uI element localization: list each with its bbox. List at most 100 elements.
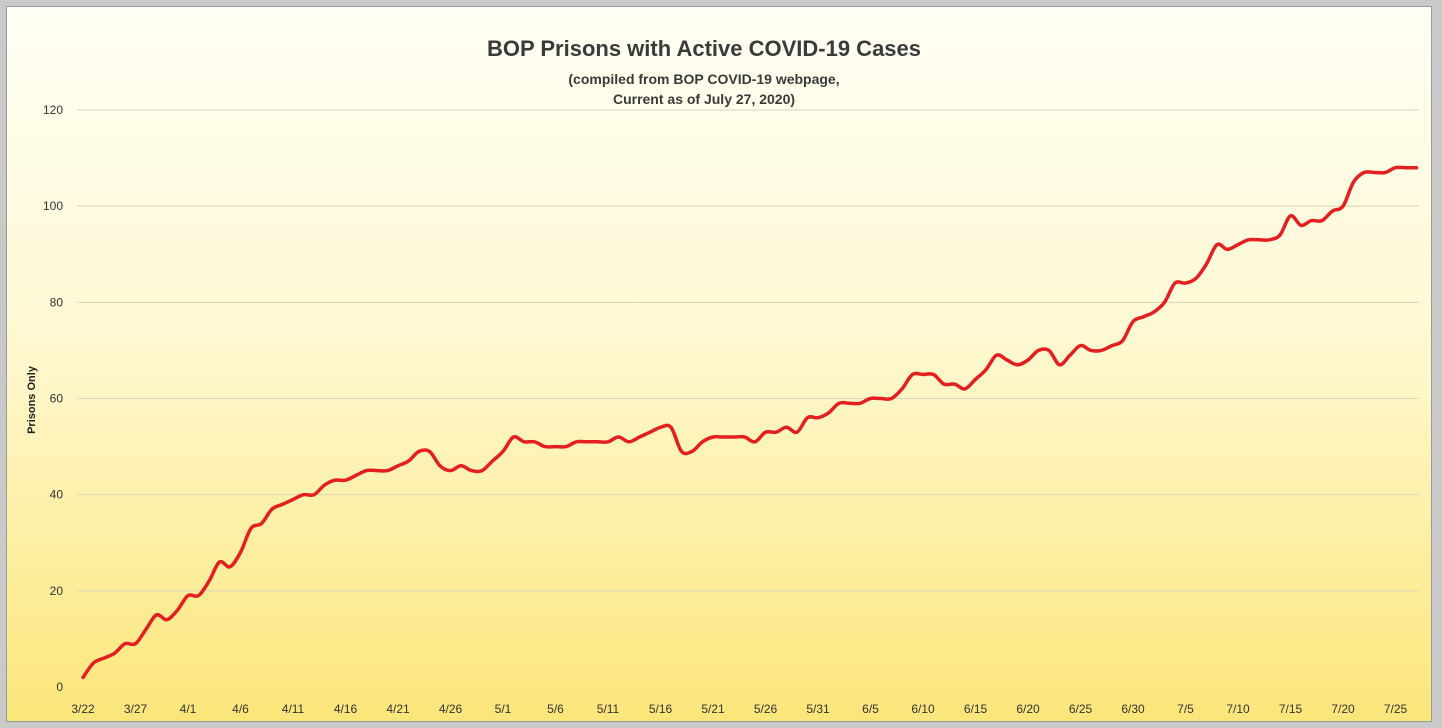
data-point [1090,349,1092,352]
data-point [418,450,420,453]
data-point [911,373,914,376]
data-point [344,479,347,482]
data-point [1289,214,1292,217]
data-point [323,484,326,487]
data-point [155,613,158,616]
data-point [428,450,431,453]
data-point [82,676,84,679]
data-point [460,464,462,467]
data-point [680,450,683,453]
data-point [103,657,105,660]
data-point [470,469,473,472]
y-tick-label: 100 [43,199,63,213]
y-tick-label: 40 [50,488,64,502]
data-point [397,464,399,467]
x-tick-label: 4/11 [282,702,305,716]
chart-area: 0 20 40 60 80 100 120 3/22 3/27 4/1 4/6 4/11 4/16 4/… [6,6,1432,722]
data-point [92,662,95,664]
data-point [523,440,525,443]
x-tick-label: 5/1 [495,702,512,716]
data-point [134,642,137,645]
data-point [355,474,357,477]
data-points [82,166,1418,679]
data-point [638,436,641,438]
x-tick-label: 6/5 [862,702,879,716]
chart-title: BOP Prisons with Active COVID-19 Cases [487,36,921,61]
data-point [1184,282,1187,285]
y-tick-label: 0 [56,680,63,694]
data-point [113,652,116,655]
data-point [1363,171,1365,174]
data-point [1079,344,1082,347]
x-axis-ticks: 3/22 3/27 4/1 4/6 4/11 4/16 4/21 4/26 5/1 5/6 5/11… [71,702,1407,716]
data-point [1195,277,1197,280]
data-point [806,416,809,419]
data-point [1058,363,1061,366]
x-tick-label: 6/25 [1069,702,1093,716]
x-tick-label: 4/26 [439,702,463,716]
data-point [1016,363,1019,366]
data-point [1132,320,1134,323]
data-point [176,609,179,612]
data-point [166,618,168,621]
data-point [775,431,777,434]
data-point [1226,248,1229,251]
data-point [796,431,798,434]
x-tick-label: 5/26 [754,702,778,716]
data-point [218,561,221,563]
x-tick-label: 4/16 [334,702,358,716]
data-point [1258,238,1260,241]
x-tick-label: 4/6 [232,702,249,716]
data-point [575,440,578,443]
data-point [565,445,567,448]
x-tick-label: 5/31 [806,702,830,716]
y-axis-ticks: 0 20 40 60 80 100 120 [43,103,63,694]
x-tick-label: 5/11 [597,702,620,716]
data-point [292,498,294,501]
x-tick-label: 7/10 [1226,702,1250,716]
data-point [743,436,746,438]
data-point [859,402,861,405]
x-tick-label: 5/21 [701,702,725,716]
data-point [922,373,924,376]
data-point [964,387,966,390]
x-tick-label: 6/15 [964,702,988,716]
data-point [239,551,242,554]
data-point [838,402,840,405]
data-point [1153,310,1155,313]
data-point [985,368,987,371]
data-point [649,431,651,434]
data-point [817,416,819,419]
data-point [313,493,315,496]
data-point [1069,354,1071,357]
data-point [1331,210,1334,212]
data-point [974,378,977,381]
y-tick-label: 60 [50,392,64,406]
data-point [932,373,935,376]
chart-subtitle-line-1: (compiled from BOP COVID-19 webpage, [568,71,839,87]
data-point [733,436,735,438]
data-point [281,503,284,506]
data-point [1394,166,1397,169]
data-point [754,440,756,443]
x-tick-label: 3/27 [124,702,148,716]
x-tick-label: 7/5 [1177,702,1194,716]
data-point [880,397,882,400]
data-point [1384,171,1386,174]
y-tick-label: 80 [50,295,64,309]
y-tick-label: 20 [50,584,64,598]
data-point [1100,349,1103,352]
data-point [544,445,546,448]
data-point [1415,166,1418,169]
data-point [1405,166,1407,169]
data-point [1247,238,1250,241]
x-tick-label: 7/20 [1331,702,1355,716]
data-point [491,460,494,462]
data-point [1352,181,1355,184]
data-point [1237,243,1239,246]
data-point [1205,262,1208,265]
line-chart: 0 20 40 60 80 100 120 3/22 3/27 4/1 4/6 4/11 4/16 4/… [7,7,1431,721]
data-point [187,594,189,597]
data-point [890,397,893,400]
data-point [1268,238,1271,241]
